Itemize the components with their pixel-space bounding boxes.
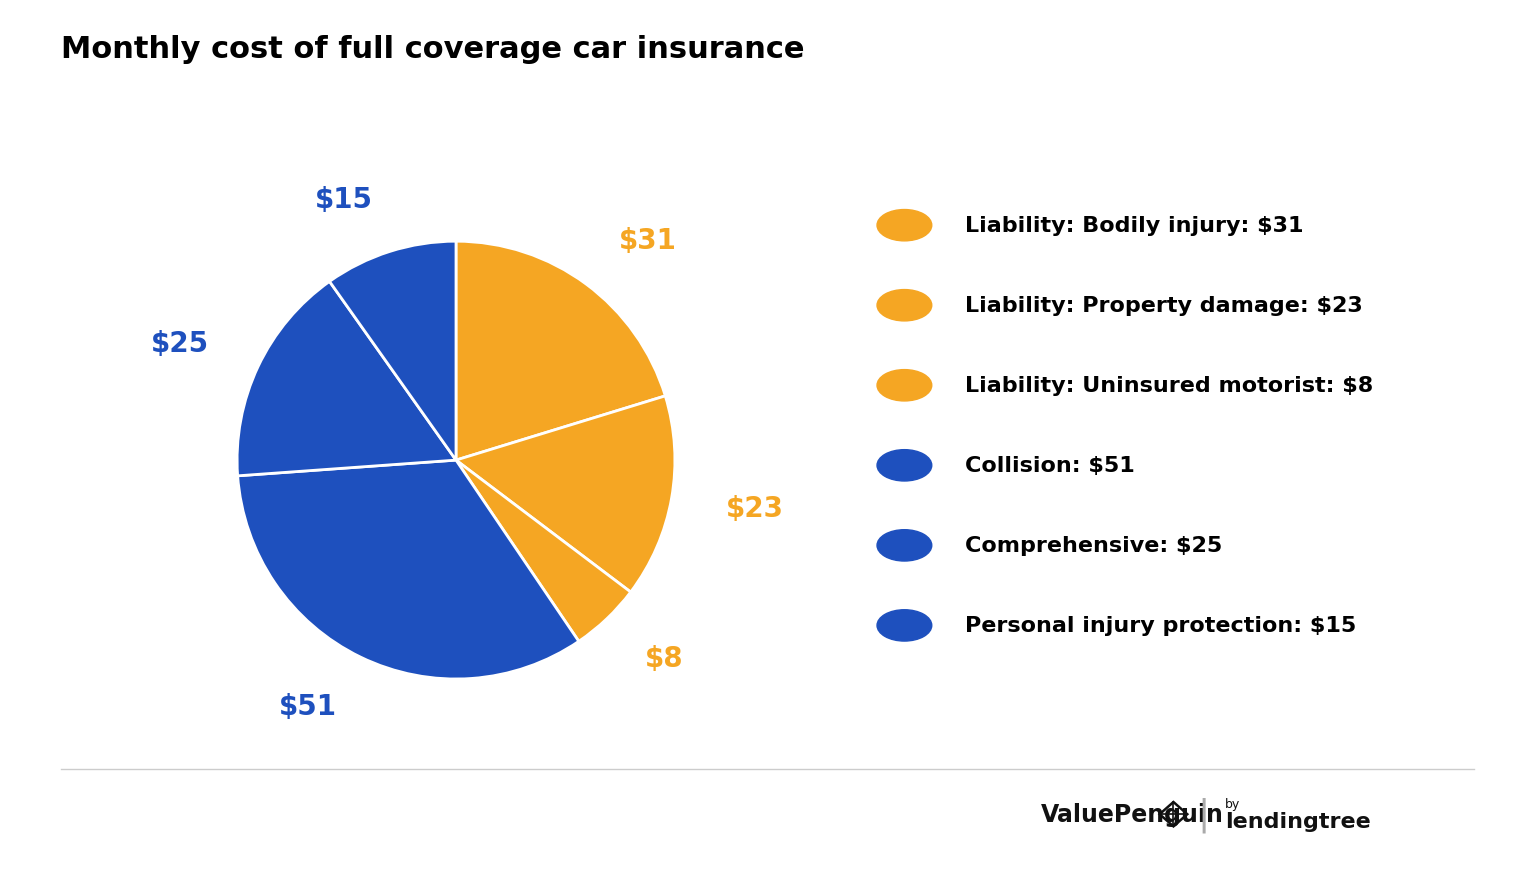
Text: $23: $23 bbox=[725, 494, 783, 522]
Text: by: by bbox=[1225, 798, 1240, 810]
Text: Monthly cost of full coverage car insurance: Monthly cost of full coverage car insura… bbox=[61, 35, 804, 63]
Text: |: | bbox=[1198, 797, 1210, 832]
Wedge shape bbox=[456, 242, 666, 461]
Wedge shape bbox=[237, 282, 456, 476]
Text: ValuePenguin: ValuePenguin bbox=[1041, 802, 1224, 826]
Wedge shape bbox=[330, 242, 456, 461]
Wedge shape bbox=[456, 461, 631, 641]
Text: $25: $25 bbox=[150, 330, 208, 358]
Text: Liability: Property damage: $23: Liability: Property damage: $23 bbox=[965, 296, 1363, 315]
Text: $31: $31 bbox=[619, 227, 676, 255]
Text: $8: $8 bbox=[644, 645, 682, 673]
Text: Personal injury protection: $15: Personal injury protection: $15 bbox=[965, 616, 1356, 635]
Text: Comprehensive: $25: Comprehensive: $25 bbox=[965, 536, 1222, 555]
Text: Liability: Bodily injury: $31: Liability: Bodily injury: $31 bbox=[965, 216, 1304, 235]
Text: lendingtree: lendingtree bbox=[1225, 812, 1371, 831]
Text: Liability: Uninsured motorist: $8: Liability: Uninsured motorist: $8 bbox=[965, 376, 1374, 395]
Wedge shape bbox=[456, 396, 675, 593]
Text: $15: $15 bbox=[315, 186, 372, 214]
Text: $51: $51 bbox=[278, 693, 336, 720]
Text: Collision: $51: Collision: $51 bbox=[965, 456, 1135, 475]
Wedge shape bbox=[237, 461, 579, 680]
